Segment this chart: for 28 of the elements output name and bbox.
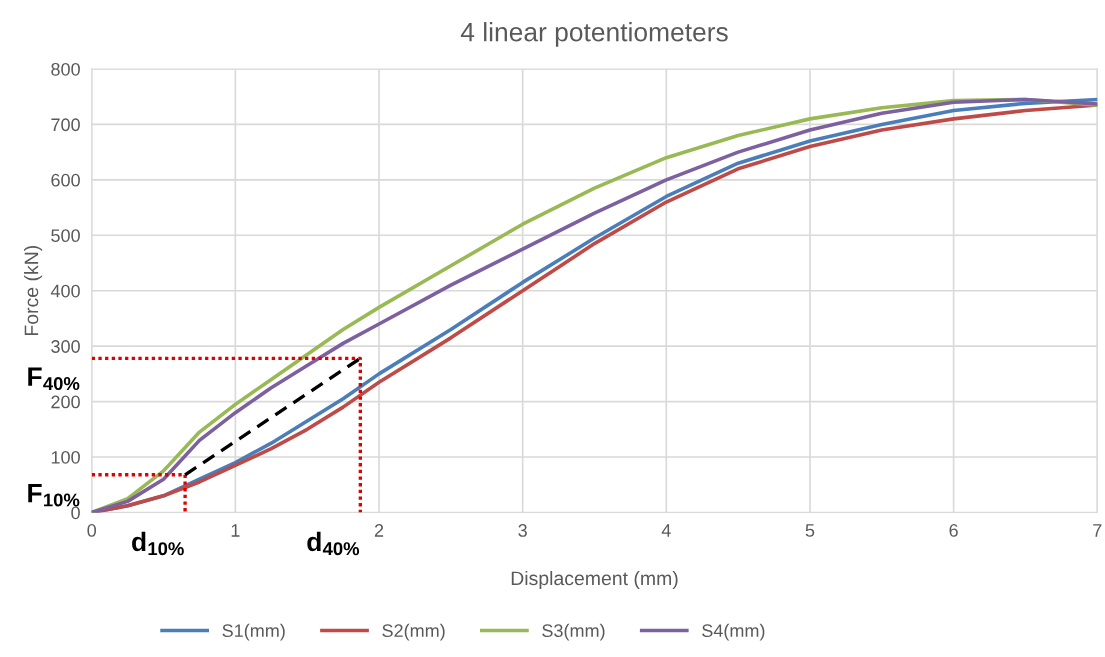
y-tick-label: 100 [51, 450, 80, 464]
x-tick-label: 3 [518, 524, 527, 537]
legend-label: S1(mm) [222, 623, 285, 641]
annotation: d$_{10%}$ [132, 531, 184, 556]
annotation: F$_{40%}$ [28, 367, 80, 391]
y-tick-label: 300 [51, 340, 80, 353]
y-tick-label: 0 [71, 506, 80, 520]
y-tick-label: 200 [51, 395, 80, 409]
annotation: d$_{40%}$ [307, 531, 360, 556]
x-axis-title: Displacement (mm) [511, 570, 678, 590]
x-tick-label: 1 [231, 524, 240, 537]
y-tick-label: 500 [51, 229, 80, 243]
chart-title: 4 linear potentiometers [460, 22, 728, 47]
y-tick-label: 400 [50, 284, 80, 298]
x-tick-label: 5 [805, 524, 815, 537]
annotation: F$_{10%}$ [28, 484, 80, 507]
x-tick-label: 0 [87, 524, 97, 537]
y-tick-label: 800 [51, 62, 80, 76]
x-tick-label: 2 [374, 524, 384, 537]
x-tick-label: 6 [949, 524, 958, 537]
legend-label: S3(mm) [542, 623, 605, 641]
y-tick-label: 600 [51, 173, 80, 187]
legend-label: S2(mm) [382, 623, 445, 641]
y-tick-label: 700 [51, 118, 80, 132]
legend-label: S4(mm) [702, 623, 765, 641]
x-tick-label: 4 [661, 524, 671, 537]
x-tick-label: 7 [1093, 524, 1102, 537]
y-axis-title: Force (kN) [24, 246, 43, 336]
